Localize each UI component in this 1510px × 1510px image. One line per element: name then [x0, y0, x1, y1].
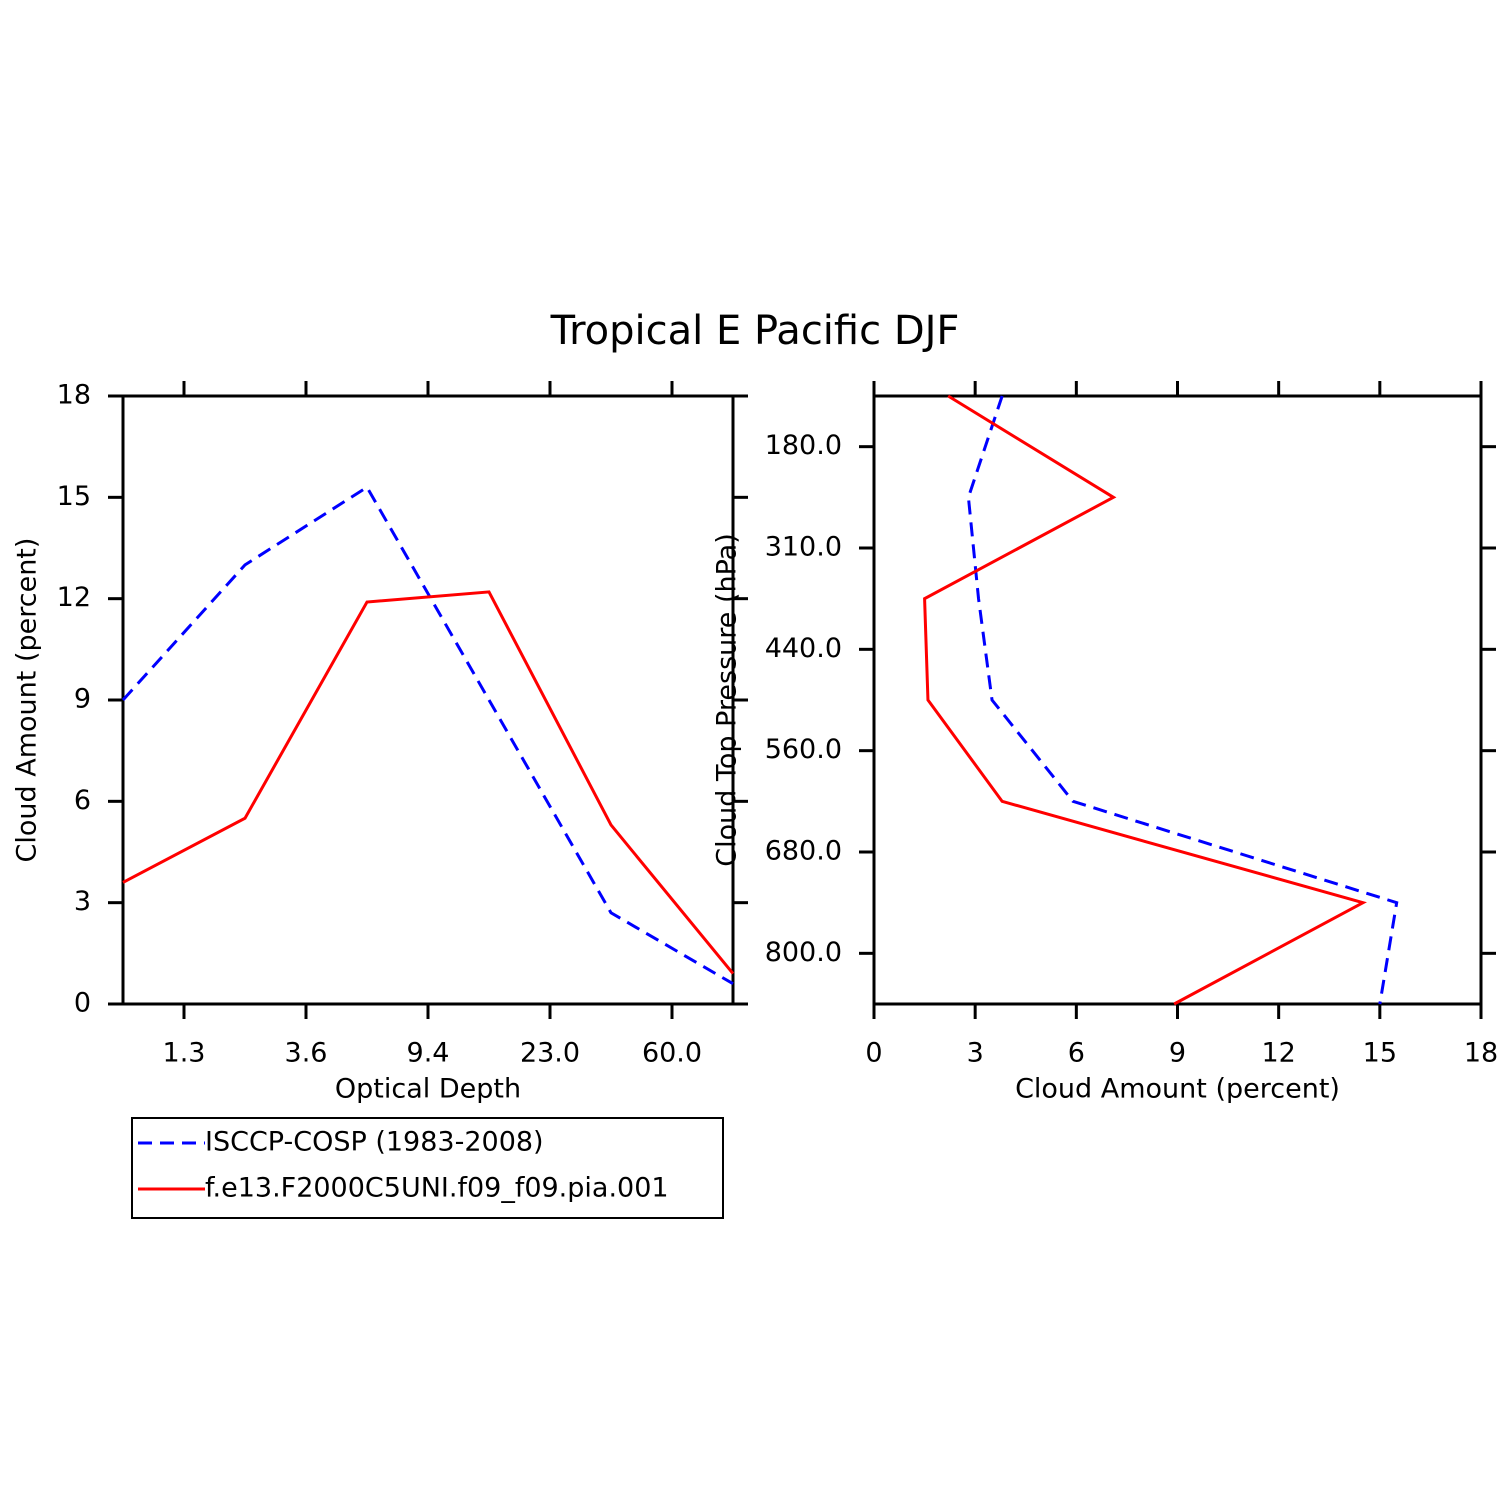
plot-frame: [872, 394, 1483, 1006]
x-axis-label: Optical Depth: [335, 1074, 521, 1105]
y-tick-label: 18: [57, 380, 91, 411]
x-tick-label: 12: [1261, 1038, 1295, 1069]
y-axis-label: Cloud Top Pressure (hPa): [712, 533, 743, 867]
y-tick-label: 6: [74, 785, 91, 816]
data-line: [966, 395, 1399, 1005]
figure-title: Tropical E Pacific DJF: [550, 308, 960, 354]
y-tick-label: 15: [57, 481, 91, 512]
data-line: [122, 590, 735, 975]
y-axis-label: Cloud Amount (percent): [12, 538, 43, 863]
x-tick-label: 1.3: [163, 1038, 206, 1069]
legend-box: [131, 1117, 724, 1219]
data-line: [923, 394, 1367, 1006]
legend-label: ISCCP-COSP (1983-2008): [205, 1127, 544, 1158]
y-tick-label: 3: [74, 886, 91, 917]
x-tick-label: 9: [1169, 1038, 1186, 1069]
x-tick-label: 3.6: [285, 1038, 328, 1069]
y-tick-label: 800.0: [765, 937, 842, 968]
x-tick-label: 60.0: [642, 1038, 702, 1069]
legend-label: f.e13.F2000C5UNI.f09_f09.pia.001: [205, 1173, 669, 1204]
y-tick-label: 0: [74, 988, 91, 1019]
x-tick-label: 23.0: [520, 1038, 580, 1069]
y-tick-label: 440.0: [765, 633, 842, 664]
y-tick-label: 680.0: [765, 836, 842, 867]
x-tick-label: 0: [865, 1038, 882, 1069]
x-tick-label: 3: [967, 1038, 984, 1069]
y-tick-label: 9: [74, 684, 91, 715]
plot-frame: [121, 394, 735, 1006]
x-tick-label: 18: [1464, 1038, 1498, 1069]
y-tick-label: 180.0: [765, 430, 842, 461]
x-tick-label: 15: [1363, 1038, 1397, 1069]
y-tick-label: 12: [57, 582, 91, 613]
data-line: [121, 485, 734, 986]
x-tick-label: 6: [1068, 1038, 1085, 1069]
y-tick-label: 560.0: [765, 734, 842, 765]
y-tick-label: 310.0: [765, 532, 842, 563]
x-axis-label: Cloud Amount (percent): [1015, 1074, 1340, 1105]
x-tick-label: 9.4: [407, 1038, 450, 1069]
